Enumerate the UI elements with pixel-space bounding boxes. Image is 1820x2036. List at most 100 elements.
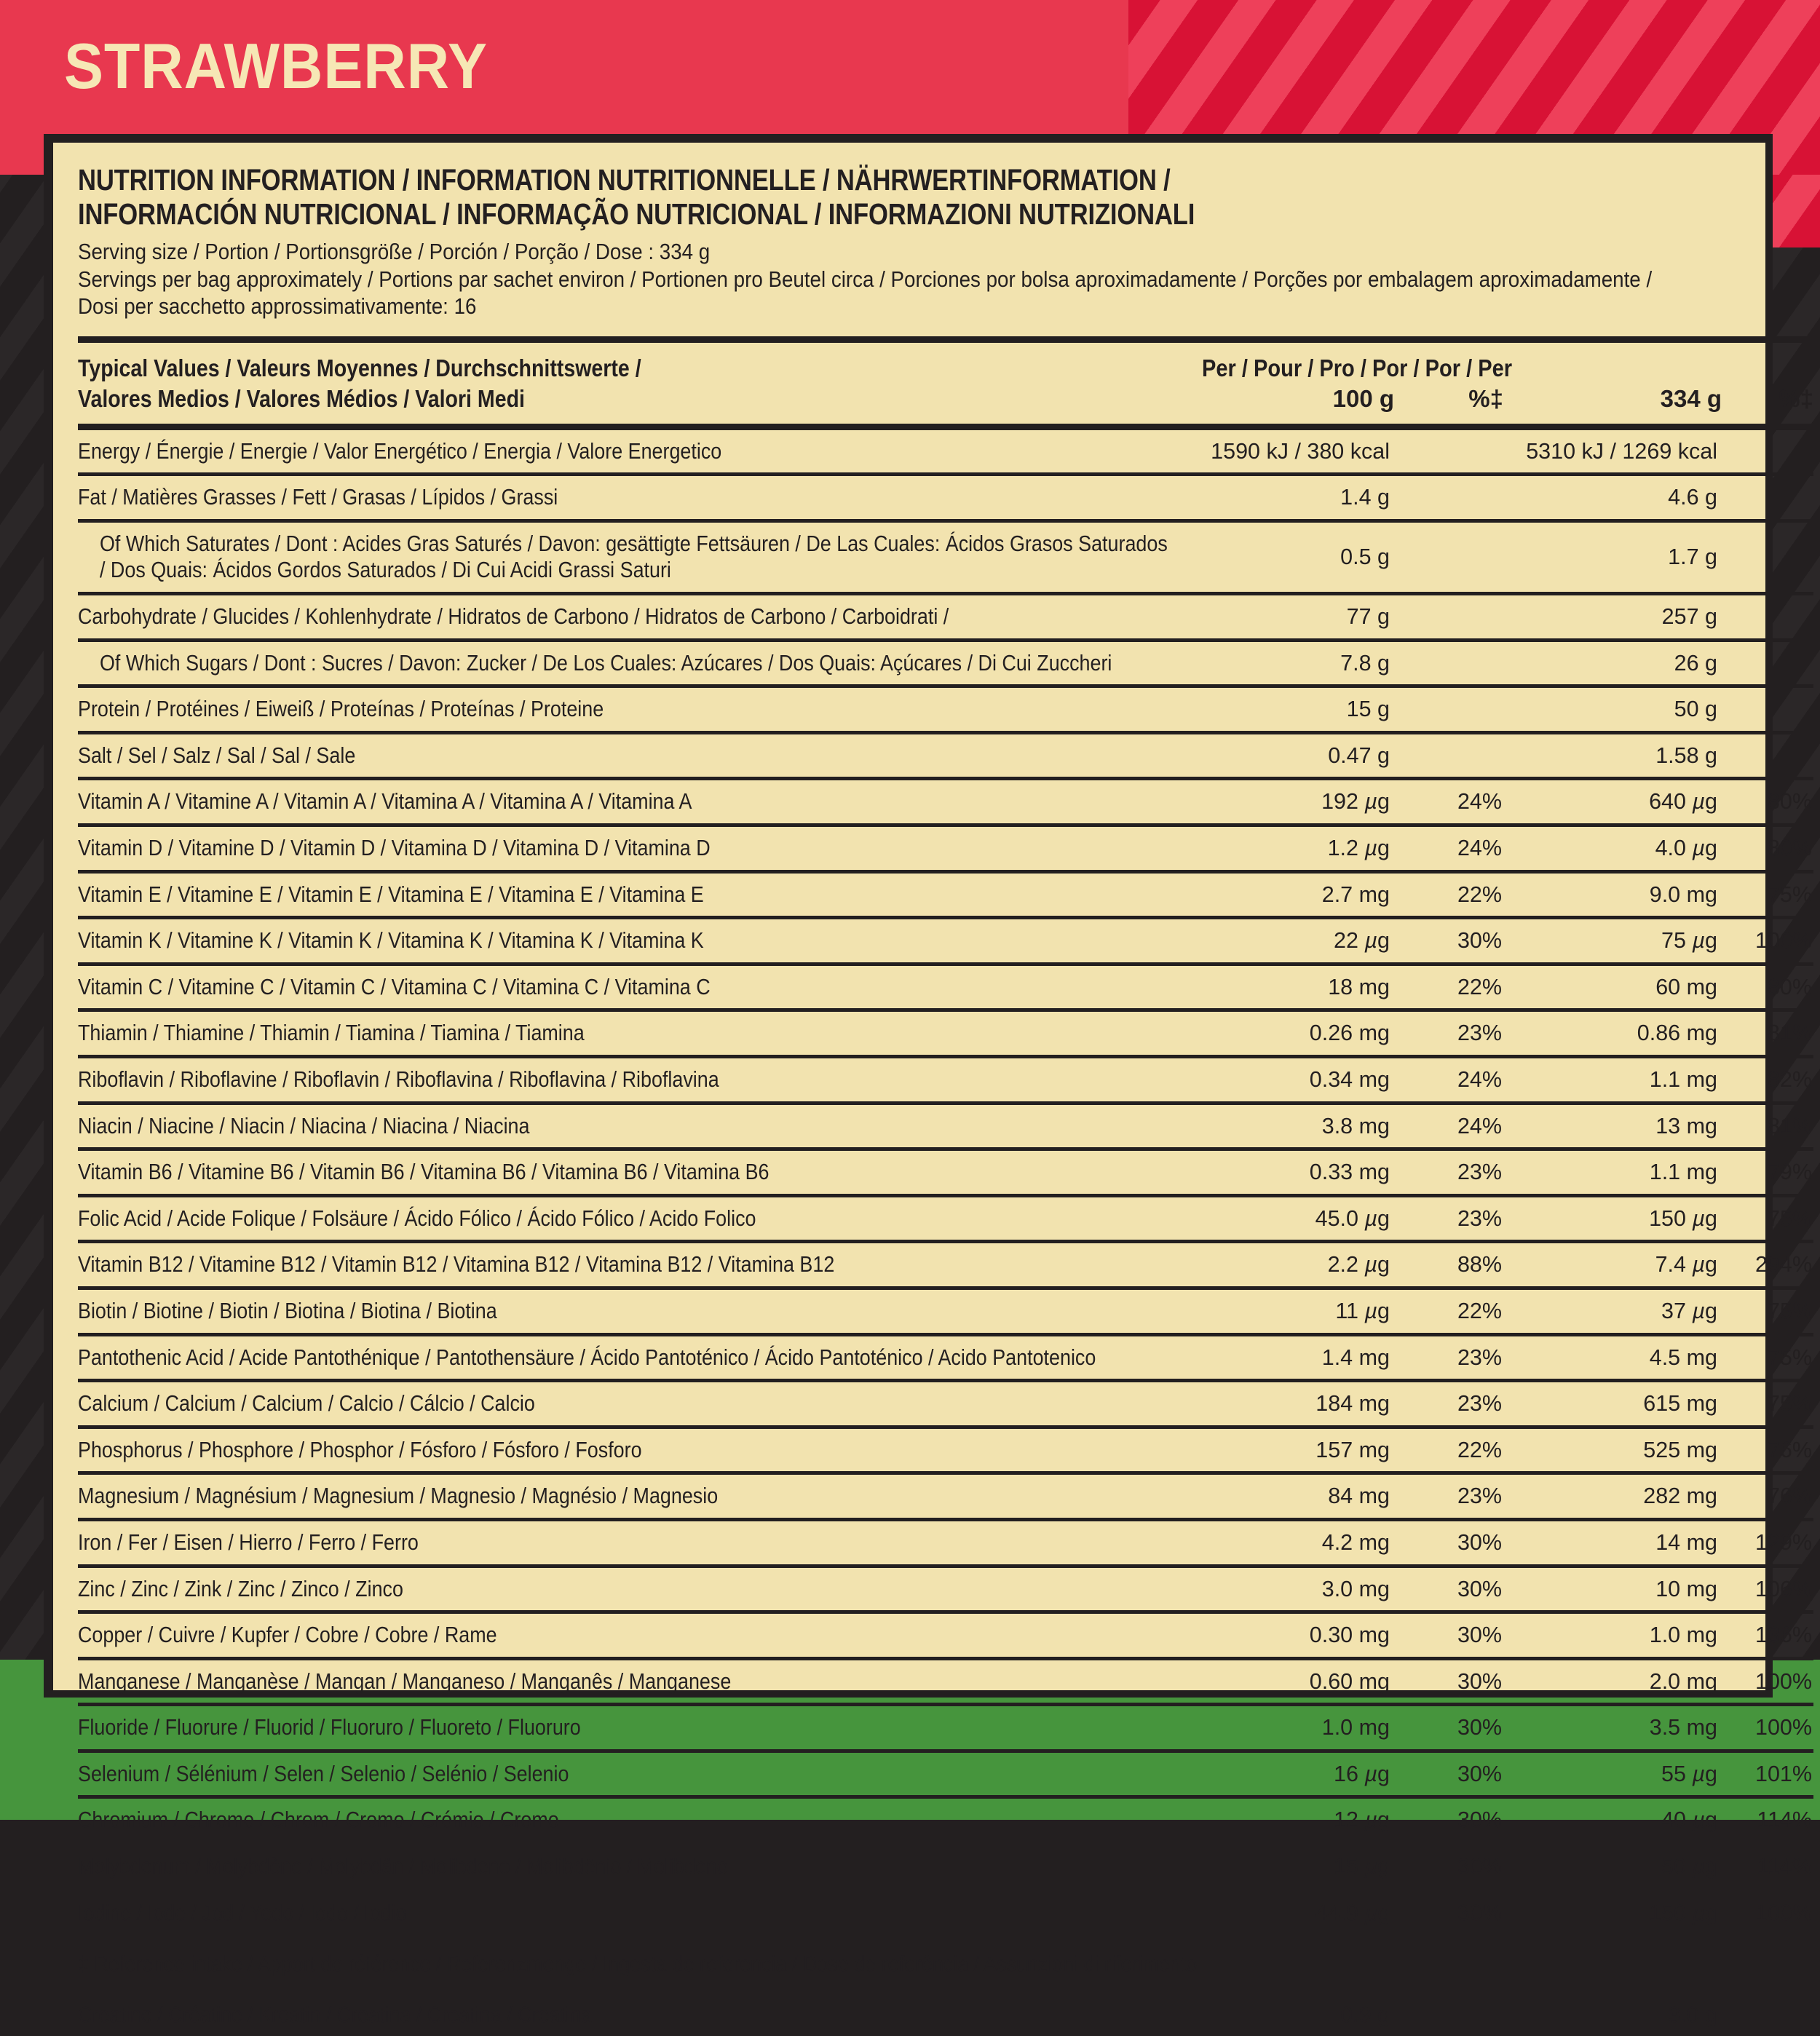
value-per-334g: 50 µg [1503,1843,1722,1892]
value-per-334g: 257 g [1503,593,1722,642]
nutrient-name-text: Carbohydrate / Glucides / Kohlenhydrate … [78,604,949,630]
table-row: Vitamin B12 / Vitamine B12 / Vitamin B12… [78,1241,1813,1290]
percent-per-334g: 114% [1722,1797,1813,1846]
percent-per-334g: 80% [1722,778,1813,827]
table-row: Thiamin / Thiamine / Thiamin / Tiamina /… [78,1010,1813,1058]
value-per-334g: 4.6 g [1503,474,1722,523]
column-header-per-label: Per / Pour / Pro / Por / Por / Per [1202,354,1513,382]
nutrient-name-text: Molybdenum / Molybdène / Molybdän / Moli… [78,1854,728,1879]
percent-per-334g [1722,732,1813,781]
value-per-100g: 192 µg [1176,778,1394,827]
value-per-100g: 18 mg [1176,964,1394,1013]
percent-per-100g: 30% [1394,1658,1503,1707]
nutrient-name: Riboflavin / Riboflavine / Riboflavin / … [78,1056,1176,1105]
value-per-100g: 2.2 µg [1176,1241,1394,1290]
percent-per-334g [1722,427,1813,477]
micro-unit: µ [1692,928,1706,954]
micro-unit: µ [1692,1807,1706,1833]
value-per-334g: 75 µg [1503,917,1722,966]
table-row: Chromium / Chrome / Chrom / Cromo / Cróm… [78,1797,1813,1846]
nutrient-name: Vitamin E / Vitamine E / Vitamin E / Vit… [78,871,1176,920]
table-row: Of Which Sugars / Dont : Sucres / Davon:… [78,640,1813,689]
micro-unit: µ [1364,1854,1378,1879]
nutrient-name-text: Phosphorus / Phosphore / Phosphor / Fósf… [78,1437,642,1462]
nutrition-table-body: Energy / Énergie / Energie / Valor Energ… [78,427,1813,2036]
panel-heading-line-1: NUTRITION INFORMATION / INFORMATION NUTR… [78,163,1171,197]
flavour-title: STRAWBERRY [64,30,488,102]
nutrient-name: Phosphorus / Phosphore / Phosphor / Fósf… [78,1427,1176,1475]
value-per-100g: 184 mg [1176,1380,1394,1429]
table-row: Biotin / Biotine / Biotin / Biotina / Bi… [78,1288,1813,1336]
percent-per-334g [1722,593,1813,642]
nutrient-name: Energy / Énergie / Energie / Valor Energ… [78,427,1176,477]
percent-per-100g: 30% [1394,1612,1503,1660]
micro-unit: µ [1692,789,1706,815]
percent-per-100g [1394,686,1503,734]
percent-per-334g: 82% [1722,1056,1813,1105]
nutrient-name-text: Manganese / Manganèse / Mangan / Mangane… [78,1668,732,1694]
value-per-100g: 1.0 mg [1176,1704,1394,1753]
value-per-334g: 282 mg [1503,1473,1722,1521]
table-row: Vitamin C / Vitamine C / Vitamin C / Vit… [78,964,1813,1013]
value-per-100g: 0.9 g [1340,2002,1390,2027]
percent-per-334g: 81% [1722,1010,1813,1058]
table-row: Zinc / Zinc / Zink / Zinc / Zinco / Zinc… [78,1566,1813,1615]
percent-per-100g [1394,640,1503,689]
nutrient-name: Folic Acid / Acide Folique / Folsäure / … [78,1195,1176,1244]
value-per-334g: 1.58 g [1503,732,1722,781]
percent-per-100g: 30% [1394,917,1503,966]
serving-size-line: Serving size / Portion / Portionsgröße /… [78,238,711,264]
value-per-100g: 3.8 mg [1176,1103,1394,1152]
value-per-334g: 150 µg [1503,1195,1722,1244]
value-per-334g: 26 g [1503,640,1722,689]
percent-per-100g [1394,732,1503,781]
nutrient-name: Protein / Protéines / Eiweiß / Proteínas… [78,686,1176,734]
value-per-100g: 11 µg [1176,1288,1394,1336]
micro-unit: µ [1692,1252,1706,1278]
column-header-percent-334g: %‡ [1722,336,1813,430]
percent-per-334g [1722,520,1813,596]
percent-per-100g [1394,593,1503,642]
table-row: Energy / Énergie / Energie / Valor Energ… [78,427,1813,477]
value-per-334g: 1.1 mg [1503,1149,1722,1197]
table-row: Niacin / Niacine / Niacin / Niacina / Ni… [78,1103,1813,1152]
percent-per-100g: 22% [1394,964,1503,1013]
value-per-334g: 1.1 mg [1503,1056,1722,1105]
value-per-334g: 640 µg [1503,778,1722,827]
value-per-334g: 55 µg [1503,1751,1722,1799]
nutrient-name: Of Which Saturates / Dont : Acides Gras … [78,520,1176,596]
nutrient-name: Fat / Matières Grasses / Fett / Grasas /… [78,474,1176,523]
table-row: Fluoride / Fluorure / Fluorid / Fluoruro… [78,1704,1813,1753]
percent-per-334g: 79% [1722,1149,1813,1197]
table-row: Of Which Saturates / Dont : Acides Gras … [78,520,1813,596]
reference-intake-footnote: ‡ Reference intake / Apport de référence… [78,1937,1813,1994]
value-per-100g: 45.0 µg [1176,1195,1394,1244]
percent-per-334g: 75% [1722,1380,1813,1429]
nutrient-name-text: Salt / Sel / Salz / Sal / Sal / Sale [78,742,356,768]
table-row: Fat / Matières Grasses / Fett / Grasas /… [78,474,1813,523]
column-header-334g-label: 334 g [1660,385,1722,413]
table-row: Folic Acid / Acide Folique / Folsäure / … [78,1195,1813,1244]
table-row: Riboflavin / Riboflavine / Riboflavin / … [78,1056,1813,1105]
micro-unit: µ [1364,928,1378,954]
nutrient-name-text: Fat / Matières Grasses / Fett / Grasas /… [78,485,558,510]
table-row: Vitamin A / Vitamine A / Vitamin A / Vit… [78,778,1813,827]
nutrient-name-text: Riboflavin / Riboflavine / Riboflavin / … [78,1066,719,1092]
percent-per-100g: 23% [1394,1380,1503,1429]
column-header-per-334g: 334 g [1503,336,1722,430]
value-per-100g: 0.60 mg [1176,1658,1394,1707]
nutrient-name-text: Of Which Sugars / Dont : Sucres / Davon:… [99,650,1112,676]
value-per-334g: 5310 kJ / 1269 kcal [1503,427,1722,477]
percent-per-334g [1722,1990,1813,2036]
micro-unit: µ [1364,789,1378,815]
column-header-percent-100g: %‡ [1394,336,1503,430]
percent-per-100g: 30% [1394,1704,1503,1753]
column-header-percent-1-label: %‡ [1468,385,1503,413]
table-row: Iodine / Iode / Jod / Yodo / Iodo / Iodi… [78,1890,1813,1941]
value-per-334g: 50 g [1503,686,1722,734]
percent-per-100g: 23% [1394,1334,1503,1383]
table-row: Protein / Protéines / Eiweiß / Proteínas… [78,686,1813,734]
micro-unit: µ [1692,1854,1706,1879]
nutrient-name-text: Magnesium / Magnésium / Magnesium / Magn… [78,1484,719,1509]
percent-per-334g: 75% [1722,1288,1813,1336]
